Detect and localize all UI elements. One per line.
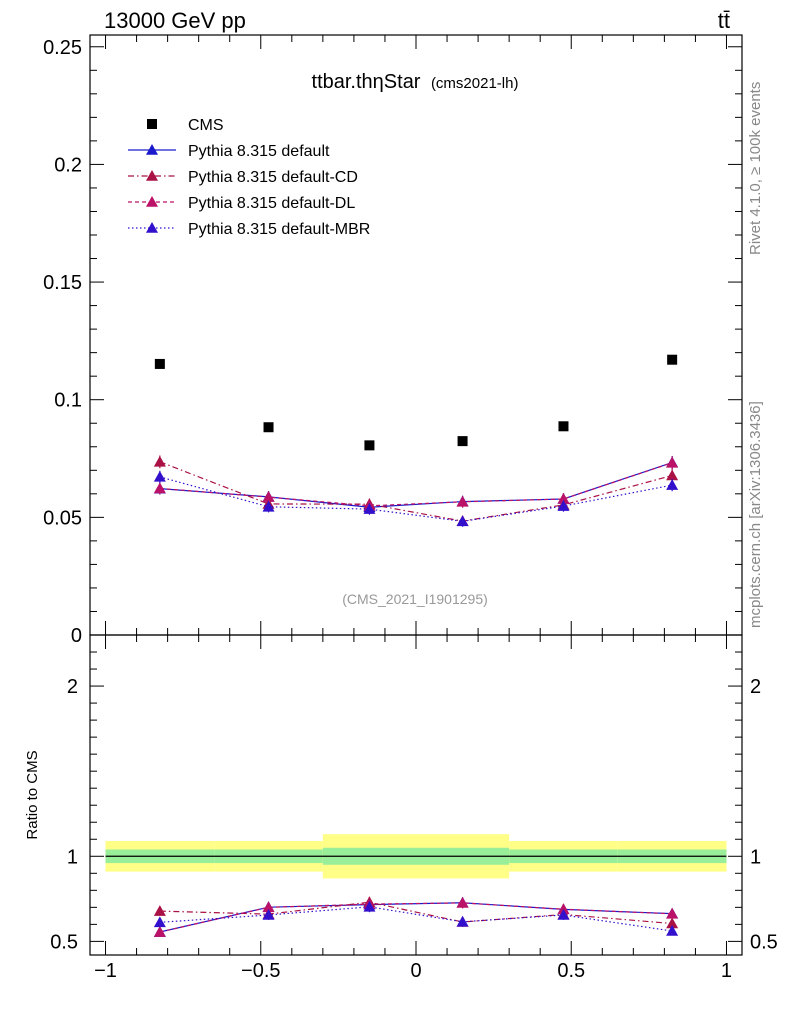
ratio-point [363, 900, 376, 912]
ratio-y-tick-label: 2 [67, 676, 78, 698]
ratio-point [456, 915, 469, 927]
series-line-3 [159, 476, 673, 522]
main-y-tick-label: 0.1 [54, 390, 82, 412]
legend: CMS Pythia 8.315 default Pythia 8.315 defa… [128, 117, 370, 238]
ratio-point [262, 901, 275, 913]
x-tick-label: 0 [410, 960, 421, 982]
mcplots-label: mcplots.cern.ch [arXiv:1306.3436] [747, 401, 764, 628]
data-point [364, 440, 375, 451]
series-point [262, 500, 275, 512]
ratio-line-2 [159, 902, 673, 933]
ratio-point [557, 903, 570, 915]
data-point [457, 436, 468, 447]
plot-title-main: ttbar.thηStar [312, 71, 421, 93]
series-line-1 [159, 461, 673, 522]
series-point [262, 491, 275, 502]
rivet-label: Rivet 4.1.0, ≥ 100k events [747, 82, 764, 255]
ratio-frame [89, 634, 743, 956]
ratio-y-tick-label: 0.5 [50, 931, 78, 953]
legend-marker [146, 144, 158, 155]
ratio-y-tick-label: 1 [67, 846, 78, 868]
plot-title: ttbar.thηStar (cms2021-lh) [312, 71, 519, 93]
data-point [558, 421, 569, 432]
series-point [363, 503, 376, 514]
series-point [153, 470, 166, 482]
main-y-tick-label: 0 [71, 625, 82, 647]
data-point [154, 358, 165, 369]
ratio-point [666, 907, 679, 919]
ratio-y-tick-label-right: 2 [750, 676, 761, 698]
ratio-point [456, 896, 469, 908]
legend-marker [146, 222, 158, 233]
series-point [666, 469, 679, 481]
main-y-tick-label: 0.2 [54, 154, 82, 176]
data-point [667, 354, 678, 365]
ratio-point [153, 916, 166, 928]
x-tick-label: 0.5 [557, 960, 585, 982]
legend-marker [146, 196, 158, 207]
series-point [153, 455, 166, 467]
legend-label: Pythia 8.315 default-DL [188, 195, 355, 212]
plot-title-sub: (cms2021-lh) [431, 75, 519, 92]
ratio-panel: 0.5 0.5 1 1 2 2 −1 −0.5 0 0.5 1 Ratio to CMS [24, 634, 778, 982]
x-tick-label: −0.5 [241, 960, 280, 982]
main-y-tick-label: 0.15 [43, 272, 82, 294]
ratio-ylabel: Ratio to CMS [24, 750, 41, 839]
ratio-y-tick-label-right: 1 [750, 846, 761, 868]
ratio-line-3 [159, 906, 673, 932]
main-y-tick-label: 0.05 [43, 507, 82, 529]
watermark: (CMS_2021_I1901295) [342, 591, 488, 607]
series-point [456, 515, 469, 527]
ratio-point [153, 926, 166, 937]
ratio-y-tick-label-right: 0.5 [750, 931, 778, 953]
x-tick-label: 1 [721, 960, 732, 982]
legend-label: Pythia 8.315 default-CD [188, 169, 358, 186]
legend-label: Pythia 8.315 default-MBR [188, 221, 370, 238]
header-left: 13000 GeV pp [104, 8, 246, 33]
ratio-point [666, 917, 679, 929]
data-point [263, 422, 274, 433]
legend-label: Pythia 8.315 default [188, 143, 330, 160]
ratio-point [262, 909, 275, 920]
ratio-point [557, 909, 570, 920]
ratio-line-1 [159, 901, 673, 925]
legend-label-cms: CMS [188, 117, 224, 134]
ratio-point [153, 905, 166, 916]
main-y-tick-label: 0.25 [43, 37, 82, 59]
legend-marker [146, 170, 158, 181]
series-line-2 [159, 462, 673, 507]
series-point [557, 493, 570, 504]
series-line-0 [159, 461, 673, 508]
legend-marker-cms [147, 119, 157, 129]
series-point [666, 456, 679, 468]
header-right: tt̄ [718, 8, 730, 33]
series-point [557, 500, 570, 511]
series-point [666, 479, 679, 490]
ratio-point [666, 925, 679, 936]
x-tick-label: −1 [94, 960, 117, 982]
series-point [153, 482, 166, 494]
series-point [456, 495, 469, 507]
main-panel: 0 0.05 0.1 0.15 0.2 0.25 ttbar.thηStar (cms20… [43, 34, 743, 647]
